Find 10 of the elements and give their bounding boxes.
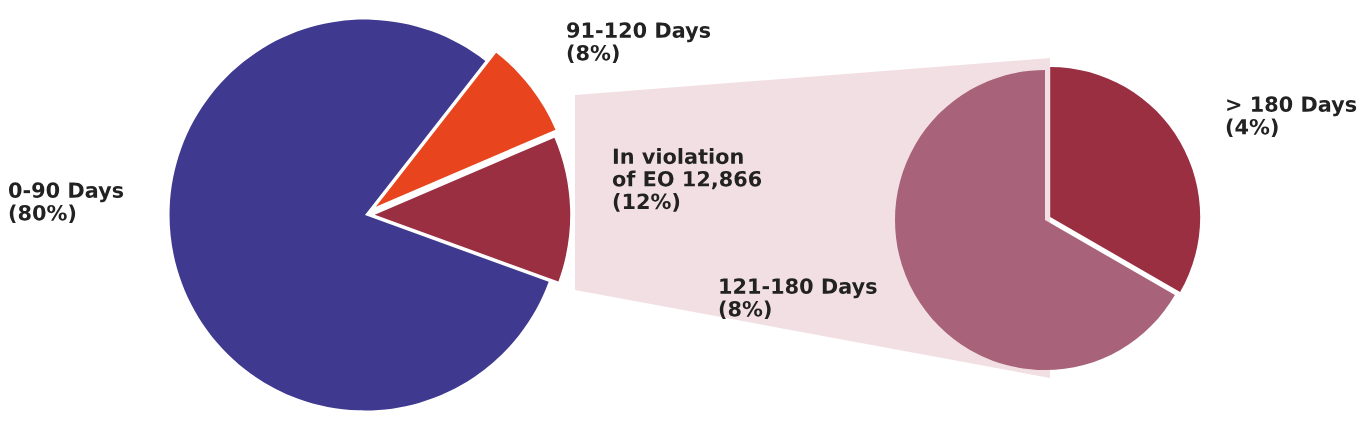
data-label: (80%) [9,204,76,224]
slice-label: > 180 Days [1227,96,1357,117]
data-label: (4%) [1226,118,1278,138]
slice-label: In violation of EO 12,866 [612,148,762,190]
data-label: (8%) [719,300,771,320]
slice-label: 91-120 Days [567,22,711,43]
data-label: (12%) [613,193,680,212]
data-label: (8%) [567,44,619,64]
slice-label: 121-180 Days [720,278,877,299]
slice-label: 0-90 Days [9,182,124,203]
